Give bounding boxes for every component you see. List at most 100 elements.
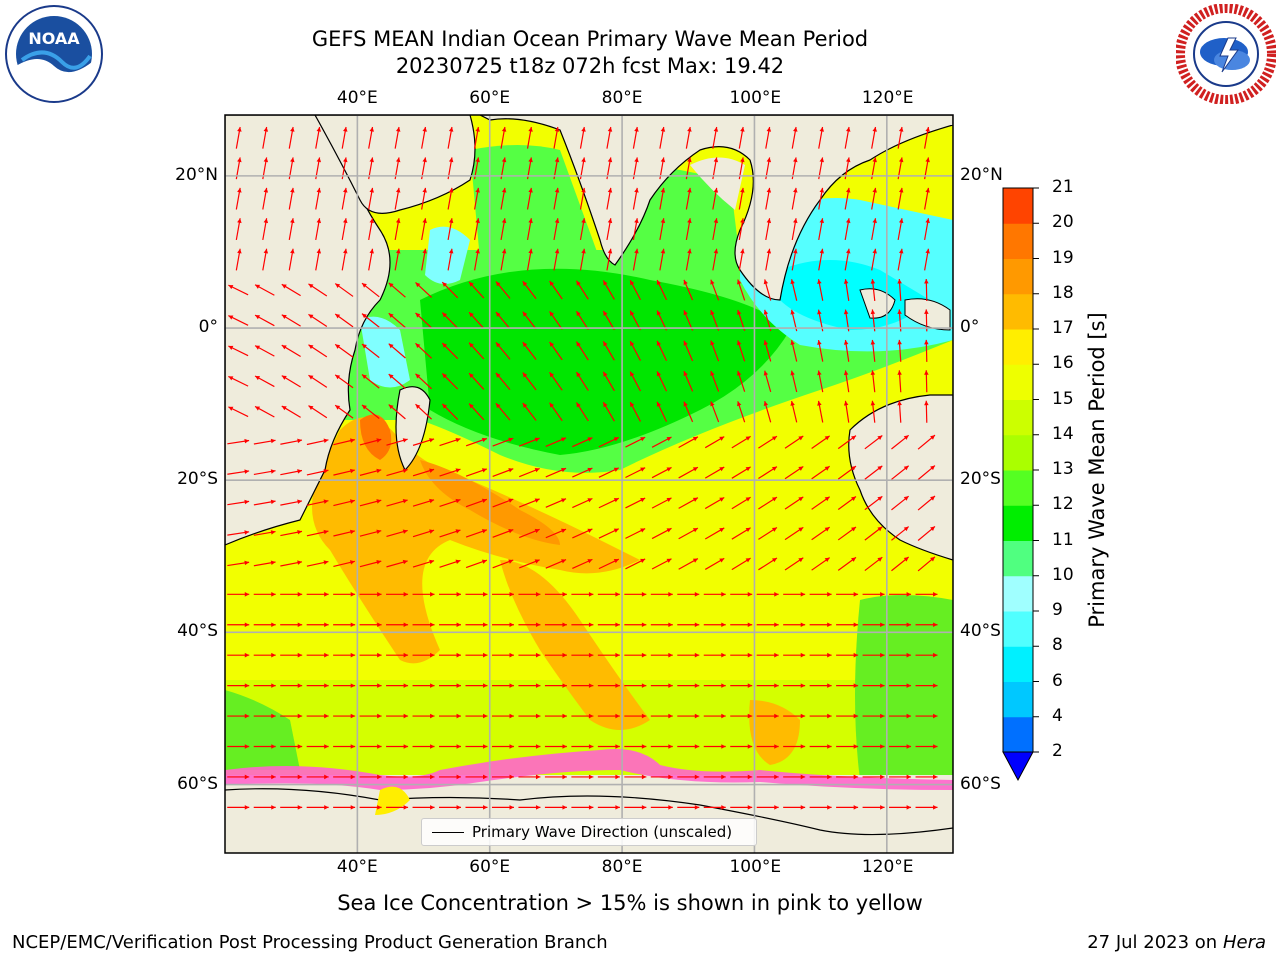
- sea-ice-footnote: Sea Ice Concentration > 15% is shown in …: [337, 891, 923, 915]
- wave-arrow: [421, 248, 427, 271]
- wave-arrow: [412, 713, 435, 719]
- noaa-logo: NOAA: [5, 5, 103, 103]
- map-field: [225, 115, 953, 853]
- wave-arrow: [280, 622, 303, 628]
- wave-arrow: [571, 622, 594, 628]
- footer-date: 27 Jul 2023 on Hera: [1087, 932, 1266, 953]
- wave-arrow: [783, 744, 806, 749]
- colorbar-segment: [1003, 364, 1033, 400]
- wave-arrow: [677, 713, 700, 719]
- wave-arrow: [333, 805, 356, 810]
- wave-arrow: [650, 744, 673, 749]
- wave-arrow: [228, 315, 249, 326]
- wave-arrow: [836, 652, 859, 658]
- wave-arrow: [306, 592, 329, 597]
- wave-arrow: [544, 713, 567, 719]
- wave-arrow: [341, 248, 348, 271]
- wave-arrow: [811, 557, 830, 571]
- wave-arrow: [897, 248, 904, 271]
- colorbar-tick-label: 2: [1052, 741, 1063, 761]
- colorbar-tick-label: 14: [1052, 423, 1074, 444]
- legend-line-sample: [432, 832, 464, 833]
- wave-arrow: [439, 652, 462, 658]
- wave-arrow: [544, 774, 567, 780]
- colorbar-tick-label: 17: [1052, 318, 1074, 338]
- wave-arrow: [421, 218, 427, 241]
- wave-arrow: [359, 622, 382, 628]
- wave-arrow: [308, 374, 328, 388]
- wave-arrow: [306, 774, 329, 780]
- wave-arrow: [704, 496, 725, 510]
- wave-arrow: [837, 496, 857, 511]
- wave-arrow: [791, 248, 798, 271]
- wave-arrow: [843, 400, 850, 423]
- wave-arrow: [818, 248, 825, 271]
- wave-arrow: [579, 126, 586, 149]
- wave-arrow: [598, 497, 620, 509]
- wave-arrow: [862, 713, 885, 719]
- wave-arrow: [602, 401, 615, 422]
- wave-arrow: [924, 218, 930, 241]
- wave-arrow: [386, 592, 409, 597]
- wave-arrow: [809, 713, 832, 719]
- colorbar-segment: [1003, 258, 1033, 295]
- wave-arrow: [468, 372, 485, 390]
- wave-arrow: [606, 248, 613, 271]
- wave-arrow: [412, 744, 435, 749]
- wave-arrow: [394, 248, 401, 271]
- wave-arrow: [862, 683, 885, 688]
- wave-arrow: [864, 526, 883, 541]
- wave-arrow: [703, 774, 726, 780]
- wave-arrow: [837, 465, 857, 480]
- wave-arrow: [731, 435, 751, 449]
- wave-arrow: [758, 557, 778, 571]
- wave-arrow: [656, 310, 668, 331]
- wave-arrow: [235, 187, 242, 210]
- wave-arrow: [447, 218, 454, 241]
- wave-arrow: [549, 371, 563, 391]
- wave-arrow: [685, 248, 692, 271]
- wave-arrow: [280, 469, 303, 476]
- wave-arrow: [441, 342, 459, 360]
- wave-arrow: [784, 557, 804, 571]
- wave-arrow: [756, 713, 779, 719]
- wave-arrow: [703, 652, 726, 658]
- wave-arrow: [811, 496, 830, 510]
- wave-arrow: [731, 466, 751, 479]
- footer-date-text: 27 Jul 2023 on: [1087, 932, 1223, 953]
- colorbar-segment: [1003, 540, 1033, 577]
- wave-arrow: [545, 467, 567, 478]
- wave-arrow: [491, 652, 514, 658]
- wave-arrow: [571, 683, 594, 688]
- wave-arrow: [262, 248, 269, 271]
- wave-arrow: [519, 498, 540, 508]
- wave-arrow: [843, 370, 850, 393]
- wave-arrow: [765, 218, 772, 241]
- wave-arrow: [227, 774, 250, 780]
- wave-arrow: [597, 744, 620, 749]
- wave-arrow: [897, 400, 902, 423]
- wave-arrow: [412, 468, 435, 477]
- wave-arrow: [763, 340, 772, 362]
- map-gridlines: [225, 115, 953, 853]
- wave-arrow: [386, 468, 408, 477]
- wave-arrow: [763, 279, 772, 301]
- axis-tick-label: 40°S: [960, 621, 1001, 642]
- wave-arrow: [439, 498, 461, 508]
- wave-arrow: [575, 341, 589, 361]
- wave-arrow: [465, 559, 488, 569]
- wave-arrow: [545, 437, 567, 448]
- wave-arrow: [809, 622, 832, 628]
- wave-arrow: [677, 774, 700, 780]
- wave-arrow: [441, 373, 459, 390]
- wave-arrow: [915, 683, 938, 688]
- wave-arrow: [677, 652, 700, 658]
- wave-arrow: [439, 622, 462, 628]
- wave-arrow: [465, 622, 488, 628]
- wave-arrow: [765, 248, 772, 271]
- wave-arrow: [465, 529, 488, 538]
- wave-arrow: [315, 187, 322, 210]
- wave-arrow: [765, 187, 772, 210]
- axis-tick-label: 0°: [198, 317, 218, 338]
- wave-arrow: [333, 438, 355, 446]
